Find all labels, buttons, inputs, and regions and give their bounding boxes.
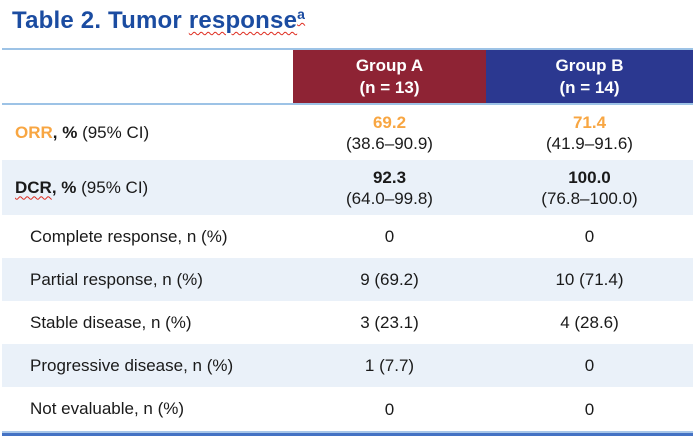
group-a-value: 0 [384,399,395,419]
group-a-value: 69.2 (38.6–90.9) [346,112,433,153]
row-label-rest: Partial response, n (%) [30,269,203,289]
group-a-value: 92.3 (64.0–99.8) [346,167,433,208]
row-label-rest: Not evaluable, n (%) [30,399,185,418]
row-label: Not evaluable, n (%) [2,399,293,419]
group-a-value: 9 (69.2) [360,270,419,289]
row-label-acronym: DCR [15,177,52,197]
group-b-n: (n = 14) [559,77,620,97]
table-title-highlight: response [188,7,298,34]
row-label-rest: Complete response, n (%) [30,226,228,246]
table-title-footnote-marker: a [297,6,306,22]
row-label: Stable disease, n (%) [2,313,293,333]
row-label-rest: (95% CI) [76,177,149,197]
row-label-acronym: ORR [15,122,53,142]
group-b-value: 4 (28.6) [560,313,619,332]
row-orr: ORR, % (95% CI) 69.2 (38.6–90.9) 71.4 (41.… [2,105,693,160]
row-label-rest: (95% CI) [77,122,150,142]
table-title-prefix: Table 2. Tumor [12,7,189,34]
row-complete-response: Complete response, n (%) 0 0 [2,215,693,258]
header-group-a: Group A (n = 13) [293,50,486,103]
row-stable-disease: Stable disease, n (%) 3 (23.1) 4 (28.6) [2,301,693,344]
group-b-name: Group B [555,55,624,75]
row-label: Complete response, n (%) [2,227,293,247]
group-a-value: 1 (7.7) [364,356,415,375]
group-a-value: 0 [384,227,395,246]
row-label-rest: Stable disease, n (%) [30,312,192,332]
group-b-value: 0 [584,356,595,375]
row-partial-response: Partial response, n (%) 9 (69.2) 10 (71.… [2,258,693,301]
tumor-response-table: Group A (n = 13) Group B (n = 14) ORR, % (… [2,48,693,436]
header-group-b: Group B (n = 14) [486,50,693,103]
group-b-value: 0 [584,399,595,419]
group-a-name: Group A [355,55,424,75]
group-b-value: 71.4 (41.9–91.6) [546,112,633,153]
row-label-rest: Progressive disease, n (%) [30,355,234,375]
table-header-row: Group A (n = 13) Group B (n = 14) [2,48,693,105]
table-title: Table 2. Tumor responsea [0,0,696,48]
row-dcr: DCR, % (95% CI) 92.3 (64.0–99.8) 100.0 (76… [2,160,693,215]
group-b-value: 0 [584,227,595,246]
header-label-spacer [2,50,293,103]
table-bottom-border [2,431,693,436]
group-a-value: 3 (23.1) [360,313,419,332]
row-label-unit: , % [52,122,78,142]
row-progressive-disease: Progressive disease, n (%) 1 (7.7) 0 [2,344,693,387]
group-b-value: 100.0 (76.8–100.0) [541,167,638,208]
row-label: Partial response, n (%) [2,270,293,290]
row-label: ORR, % (95% CI) [2,123,293,143]
row-label: Progressive disease, n (%) [2,356,293,376]
group-a-n: (n = 13) [359,77,420,97]
group-b-value: 10 (71.4) [555,270,624,289]
row-not-evaluable: Not evaluable, n (%) 0 0 [2,387,693,431]
row-label-unit: , % [51,177,77,197]
row-label: DCR, % (95% CI) [2,178,293,198]
